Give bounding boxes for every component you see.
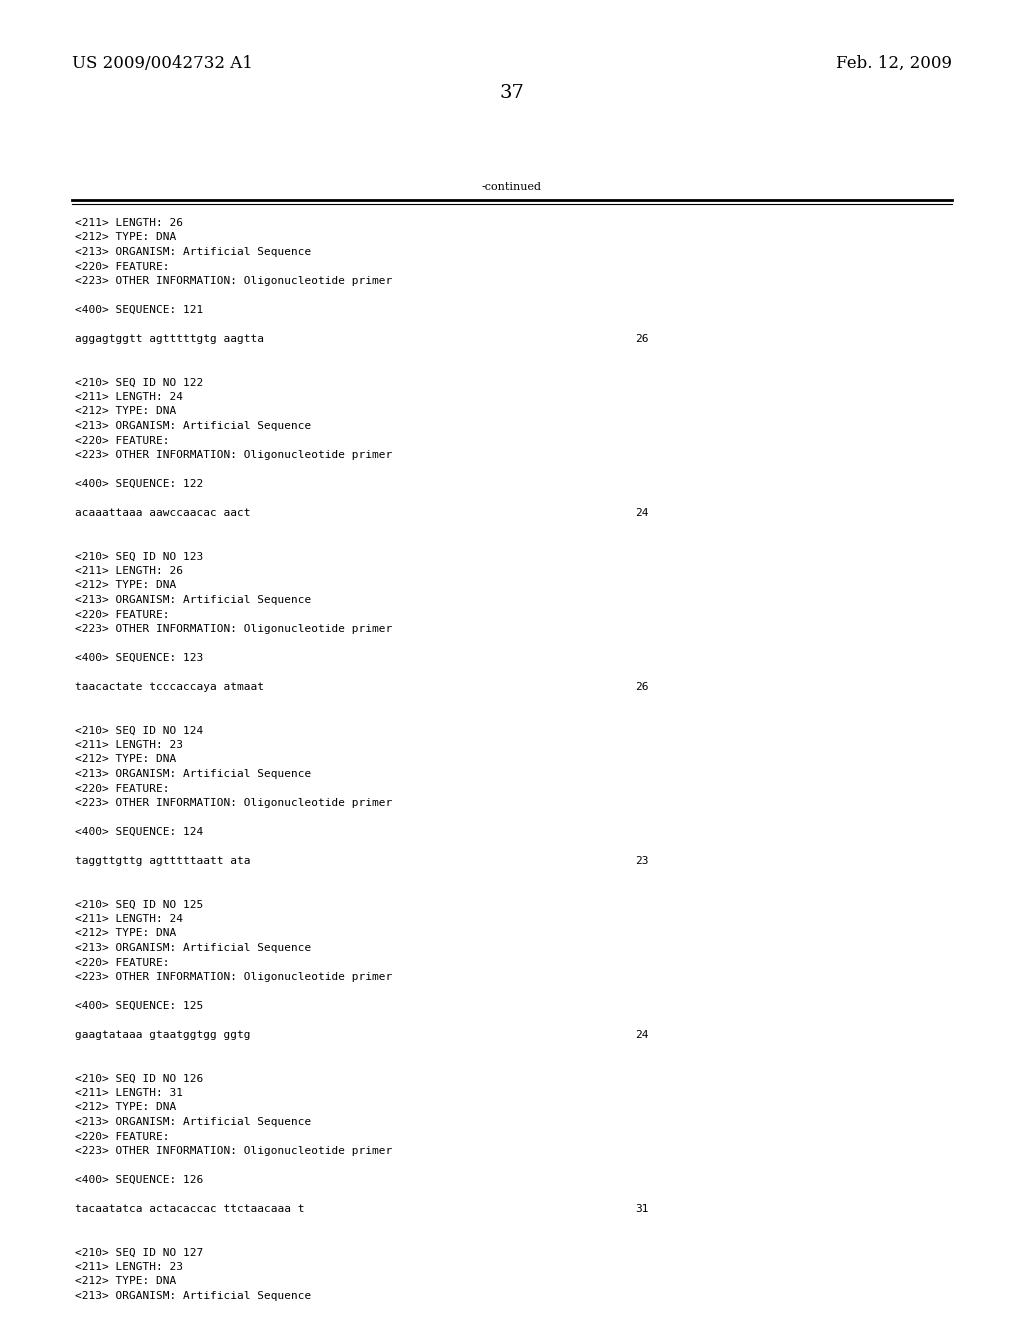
Text: <212> TYPE: DNA: <212> TYPE: DNA xyxy=(75,1102,176,1113)
Text: <223> OTHER INFORMATION: Oligonucleotide primer: <223> OTHER INFORMATION: Oligonucleotide… xyxy=(75,450,392,459)
Text: tacaatatca actacaccac ttctaacaaa t: tacaatatca actacaccac ttctaacaaa t xyxy=(75,1204,304,1214)
Text: 23: 23 xyxy=(635,855,648,866)
Text: <223> OTHER INFORMATION: Oligonucleotide primer: <223> OTHER INFORMATION: Oligonucleotide… xyxy=(75,799,392,808)
Text: acaaattaaa aawccaacac aact: acaaattaaa aawccaacac aact xyxy=(75,508,251,517)
Text: <212> TYPE: DNA: <212> TYPE: DNA xyxy=(75,232,176,243)
Text: <220> FEATURE:: <220> FEATURE: xyxy=(75,1131,170,1142)
Text: <211> LENGTH: 31: <211> LENGTH: 31 xyxy=(75,1088,183,1098)
Text: <212> TYPE: DNA: <212> TYPE: DNA xyxy=(75,1276,176,1287)
Text: <400> SEQUENCE: 124: <400> SEQUENCE: 124 xyxy=(75,828,203,837)
Text: <223> OTHER INFORMATION: Oligonucleotide primer: <223> OTHER INFORMATION: Oligonucleotide… xyxy=(75,276,392,286)
Text: <213> ORGANISM: Artificial Sequence: <213> ORGANISM: Artificial Sequence xyxy=(75,1291,311,1302)
Text: Feb. 12, 2009: Feb. 12, 2009 xyxy=(836,55,952,73)
Text: <211> LENGTH: 23: <211> LENGTH: 23 xyxy=(75,741,183,750)
Text: <400> SEQUENCE: 126: <400> SEQUENCE: 126 xyxy=(75,1175,203,1185)
Text: <220> FEATURE:: <220> FEATURE: xyxy=(75,957,170,968)
Text: <211> LENGTH: 26: <211> LENGTH: 26 xyxy=(75,218,183,228)
Text: <213> ORGANISM: Artificial Sequence: <213> ORGANISM: Artificial Sequence xyxy=(75,942,311,953)
Text: <210> SEQ ID NO 124: <210> SEQ ID NO 124 xyxy=(75,726,203,735)
Text: <400> SEQUENCE: 125: <400> SEQUENCE: 125 xyxy=(75,1001,203,1011)
Text: gaagtataaa gtaatggtgg ggtg: gaagtataaa gtaatggtgg ggtg xyxy=(75,1030,251,1040)
Text: <212> TYPE: DNA: <212> TYPE: DNA xyxy=(75,581,176,590)
Text: <223> OTHER INFORMATION: Oligonucleotide primer: <223> OTHER INFORMATION: Oligonucleotide… xyxy=(75,972,392,982)
Text: aggagtggtt agtttttgtg aagtta: aggagtggtt agtttttgtg aagtta xyxy=(75,334,264,345)
Text: <213> ORGANISM: Artificial Sequence: <213> ORGANISM: Artificial Sequence xyxy=(75,421,311,432)
Text: -continued: -continued xyxy=(482,182,542,191)
Text: 24: 24 xyxy=(635,508,648,517)
Text: <400> SEQUENCE: 121: <400> SEQUENCE: 121 xyxy=(75,305,203,315)
Text: US 2009/0042732 A1: US 2009/0042732 A1 xyxy=(72,55,253,73)
Text: <220> FEATURE:: <220> FEATURE: xyxy=(75,610,170,619)
Text: <212> TYPE: DNA: <212> TYPE: DNA xyxy=(75,755,176,764)
Text: 24: 24 xyxy=(635,1030,648,1040)
Text: 37: 37 xyxy=(500,84,524,102)
Text: <211> LENGTH: 24: <211> LENGTH: 24 xyxy=(75,392,183,403)
Text: <211> LENGTH: 24: <211> LENGTH: 24 xyxy=(75,913,183,924)
Text: <213> ORGANISM: Artificial Sequence: <213> ORGANISM: Artificial Sequence xyxy=(75,595,311,605)
Text: <211> LENGTH: 23: <211> LENGTH: 23 xyxy=(75,1262,183,1272)
Text: <210> SEQ ID NO 127: <210> SEQ ID NO 127 xyxy=(75,1247,203,1258)
Text: 26: 26 xyxy=(635,682,648,692)
Text: <212> TYPE: DNA: <212> TYPE: DNA xyxy=(75,928,176,939)
Text: <212> TYPE: DNA: <212> TYPE: DNA xyxy=(75,407,176,417)
Text: <400> SEQUENCE: 122: <400> SEQUENCE: 122 xyxy=(75,479,203,488)
Text: <223> OTHER INFORMATION: Oligonucleotide primer: <223> OTHER INFORMATION: Oligonucleotide… xyxy=(75,624,392,634)
Text: <220> FEATURE:: <220> FEATURE: xyxy=(75,261,170,272)
Text: <213> ORGANISM: Artificial Sequence: <213> ORGANISM: Artificial Sequence xyxy=(75,1117,311,1127)
Text: taacactate tcccaccaya atmaat: taacactate tcccaccaya atmaat xyxy=(75,682,264,692)
Text: 26: 26 xyxy=(635,334,648,345)
Text: <211> LENGTH: 26: <211> LENGTH: 26 xyxy=(75,566,183,576)
Text: <213> ORGANISM: Artificial Sequence: <213> ORGANISM: Artificial Sequence xyxy=(75,247,311,257)
Text: 31: 31 xyxy=(635,1204,648,1214)
Text: <210> SEQ ID NO 125: <210> SEQ ID NO 125 xyxy=(75,899,203,909)
Text: <220> FEATURE:: <220> FEATURE: xyxy=(75,436,170,446)
Text: <213> ORGANISM: Artificial Sequence: <213> ORGANISM: Artificial Sequence xyxy=(75,770,311,779)
Text: <210> SEQ ID NO 126: <210> SEQ ID NO 126 xyxy=(75,1073,203,1084)
Text: <400> SEQUENCE: 123: <400> SEQUENCE: 123 xyxy=(75,653,203,663)
Text: taggttgttg agtttttaatt ata: taggttgttg agtttttaatt ata xyxy=(75,855,251,866)
Text: <220> FEATURE:: <220> FEATURE: xyxy=(75,784,170,793)
Text: <210> SEQ ID NO 123: <210> SEQ ID NO 123 xyxy=(75,552,203,561)
Text: <223> OTHER INFORMATION: Oligonucleotide primer: <223> OTHER INFORMATION: Oligonucleotide… xyxy=(75,1146,392,1156)
Text: <210> SEQ ID NO 122: <210> SEQ ID NO 122 xyxy=(75,378,203,388)
